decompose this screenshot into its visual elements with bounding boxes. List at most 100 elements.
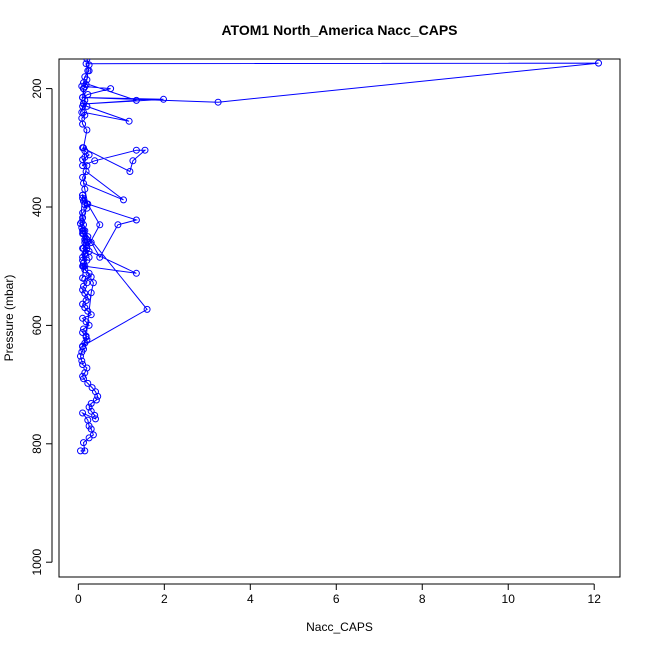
data-point bbox=[129, 157, 137, 165]
data-point bbox=[79, 361, 87, 368]
data-point bbox=[82, 333, 90, 341]
data-point bbox=[91, 411, 99, 419]
data-point bbox=[89, 431, 97, 439]
data-point bbox=[88, 384, 96, 392]
data-point bbox=[84, 91, 92, 98]
data-point bbox=[79, 300, 87, 308]
data-point bbox=[79, 372, 87, 380]
data-point bbox=[80, 179, 87, 187]
data-point bbox=[79, 191, 87, 199]
data-point bbox=[83, 76, 91, 84]
data-point bbox=[80, 144, 87, 152]
data-point bbox=[81, 262, 89, 270]
data-point bbox=[79, 214, 87, 222]
data-point bbox=[83, 244, 91, 252]
data-point bbox=[132, 216, 140, 224]
data-point bbox=[83, 162, 91, 170]
data-point bbox=[80, 100, 87, 108]
data-point bbox=[92, 388, 99, 396]
plot-area bbox=[77, 59, 602, 455]
data-point bbox=[79, 329, 87, 336]
data-point bbox=[82, 318, 90, 326]
data-point bbox=[79, 342, 87, 350]
data-point bbox=[79, 227, 87, 235]
data-point bbox=[83, 126, 91, 134]
y-tick-label: 200 bbox=[30, 78, 44, 98]
data-point bbox=[79, 286, 87, 294]
data-point bbox=[160, 95, 167, 103]
plot-frame bbox=[58, 58, 621, 578]
data-point bbox=[78, 357, 86, 365]
data-point bbox=[87, 407, 95, 415]
data-point bbox=[141, 146, 149, 154]
data-point bbox=[132, 96, 140, 104]
data-point bbox=[80, 439, 87, 447]
data-point bbox=[114, 221, 122, 229]
data-point bbox=[96, 253, 104, 261]
data-point bbox=[80, 85, 87, 93]
data-point bbox=[79, 94, 87, 101]
data-point bbox=[81, 266, 89, 274]
data-point bbox=[85, 269, 93, 277]
data-point bbox=[82, 297, 90, 304]
data-point bbox=[79, 162, 87, 170]
data-point bbox=[79, 274, 87, 282]
x-axis-label: Nacc_CAPS bbox=[306, 620, 373, 634]
data-point bbox=[87, 289, 95, 297]
data-point bbox=[107, 85, 115, 93]
x-tick-label: 2 bbox=[161, 592, 168, 606]
x-tick-label: 6 bbox=[333, 592, 340, 606]
data-point bbox=[81, 447, 89, 455]
data-point bbox=[77, 352, 84, 360]
data-point bbox=[132, 269, 140, 277]
x-tick-label: 4 bbox=[247, 592, 254, 606]
data-point bbox=[87, 273, 95, 281]
data-point bbox=[79, 209, 87, 217]
data-point bbox=[85, 403, 93, 411]
data-point bbox=[84, 416, 92, 424]
data-point bbox=[120, 196, 127, 204]
data-point bbox=[81, 239, 89, 246]
y-tick-label: 800 bbox=[30, 433, 44, 453]
data-point bbox=[77, 447, 84, 455]
data-point bbox=[78, 108, 86, 116]
data-point bbox=[126, 168, 134, 175]
x-tick-label: 10 bbox=[502, 592, 516, 606]
series-line bbox=[79, 59, 599, 452]
data-point bbox=[92, 415, 99, 423]
data-point bbox=[595, 59, 602, 67]
data-point bbox=[85, 61, 93, 69]
data-point bbox=[87, 400, 95, 407]
y-axis: 200 400 600 800 1000 bbox=[30, 78, 53, 576]
x-tick-label: 8 bbox=[419, 592, 426, 606]
data-point bbox=[81, 227, 89, 235]
x-axis: 0 2 4 6 8 10 12 bbox=[75, 583, 601, 606]
data-point bbox=[83, 204, 91, 212]
data-point bbox=[85, 253, 93, 261]
y-tick-label: 600 bbox=[30, 315, 44, 335]
data-point bbox=[81, 304, 89, 312]
data-point bbox=[132, 146, 140, 154]
data-point bbox=[77, 220, 84, 228]
x-tick-label: 0 bbox=[75, 592, 82, 606]
data-point bbox=[79, 314, 87, 322]
data-point bbox=[79, 409, 87, 417]
data-point bbox=[81, 83, 89, 91]
data-point bbox=[83, 59, 91, 63]
data-point bbox=[125, 117, 133, 125]
data-point bbox=[81, 153, 89, 161]
y-tick-label: 400 bbox=[30, 197, 44, 217]
data-point bbox=[84, 379, 92, 387]
data-point bbox=[79, 194, 87, 202]
data-point bbox=[91, 157, 99, 165]
data-point bbox=[80, 325, 87, 333]
y-tick-label: 1000 bbox=[30, 549, 44, 576]
y-axis-label: Pressure (mbar) bbox=[2, 275, 16, 362]
data-point bbox=[83, 364, 91, 372]
data-point bbox=[89, 279, 97, 287]
data-point bbox=[79, 256, 87, 264]
data-point bbox=[92, 396, 100, 404]
data-point bbox=[84, 200, 92, 208]
data-point bbox=[96, 221, 104, 229]
